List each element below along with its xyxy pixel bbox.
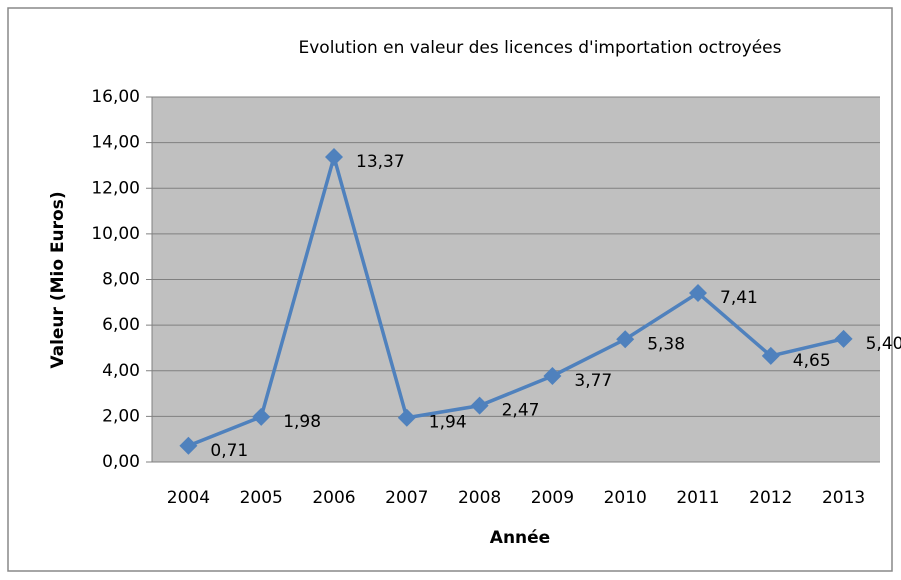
y-tick-label: 4,00	[102, 361, 140, 381]
y-tick-label: 12,00	[91, 178, 140, 198]
x-tick-label: 2004	[167, 488, 210, 508]
y-tick-label: 16,00	[91, 87, 140, 107]
data-label: 5,38	[647, 334, 685, 354]
data-label: 2,47	[502, 401, 540, 421]
x-tick-label: 2013	[822, 488, 865, 508]
y-tick-label: 10,00	[91, 224, 140, 244]
y-axis-title: Valeur (Mio Euros)	[48, 191, 68, 368]
x-tick-label: 2006	[312, 488, 355, 508]
marker	[470, 396, 489, 415]
marker	[252, 407, 271, 426]
data-label: 3,77	[574, 371, 612, 391]
data-label: 4,65	[793, 351, 831, 371]
x-tick-label: 2011	[676, 488, 719, 508]
y-tick-label: 8,00	[102, 270, 140, 290]
x-tick-label: 2008	[458, 488, 501, 508]
y-tick-label: 14,00	[91, 133, 140, 153]
marker	[834, 329, 853, 348]
data-label: 7,41	[720, 288, 758, 308]
marker	[761, 346, 780, 365]
marker	[397, 408, 416, 427]
marker	[325, 147, 343, 166]
data-label: 5,40	[866, 334, 901, 354]
x-tick-label: 2010	[604, 488, 647, 508]
marker	[179, 436, 198, 455]
marker	[543, 366, 562, 385]
data-label: 13,37	[356, 152, 405, 172]
x-tick-label: 2005	[240, 488, 283, 508]
data-label: 1,94	[429, 413, 467, 433]
y-tick-label: 2,00	[102, 406, 140, 426]
data-label: 0,71	[210, 441, 248, 461]
x-tick-label: 2007	[385, 488, 428, 508]
x-axis-title: Année	[490, 528, 550, 548]
marker	[616, 330, 635, 349]
x-tick-label: 2012	[749, 488, 792, 508]
chart-title: Evolution en valeur des licences d'impor…	[299, 38, 782, 58]
y-tick-label: 0,00	[102, 452, 140, 472]
x-tick-label: 2009	[531, 488, 574, 508]
line	[187, 150, 845, 448]
data-label: 1,98	[283, 412, 321, 432]
marker	[689, 283, 707, 302]
y-tick-label: 6,00	[102, 315, 140, 335]
